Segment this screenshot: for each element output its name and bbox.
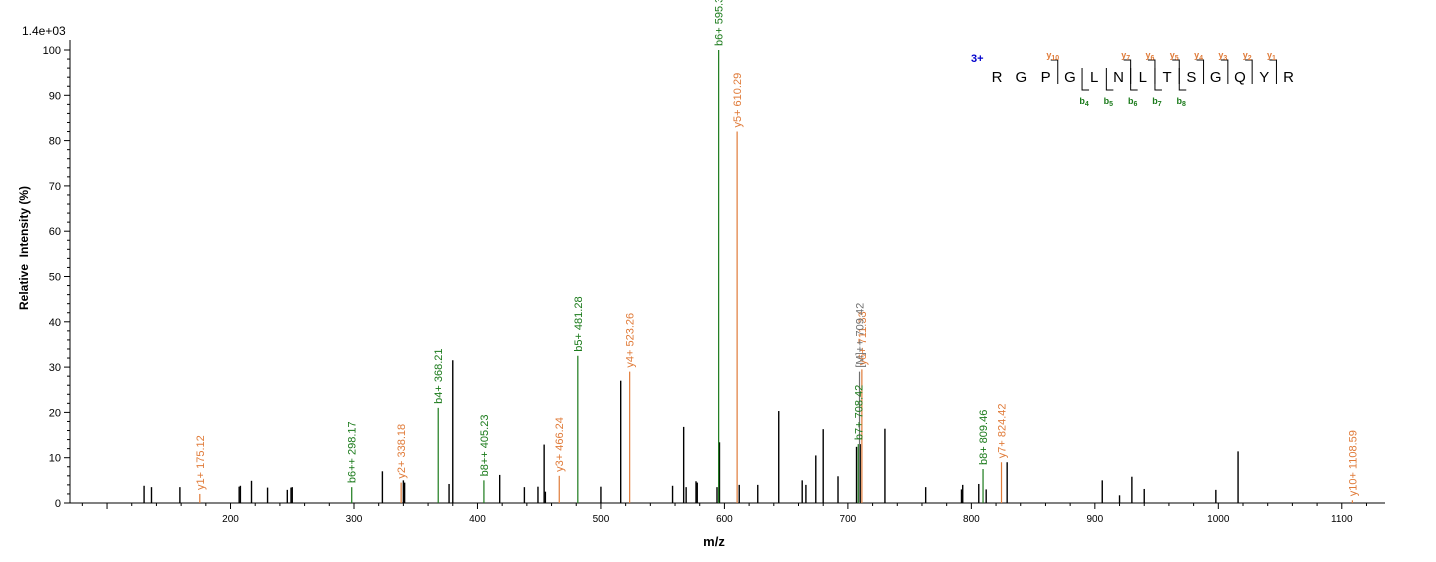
residue: S — [1186, 69, 1196, 86]
peak-label-y7-824-42: y7+ 824.42 — [997, 403, 1009, 458]
y-tick-label: 70 — [49, 181, 61, 193]
x-tick-label: 500 — [593, 514, 610, 525]
y-ion-label: y3 — [1218, 50, 1227, 62]
peak-labels: b6++ 298.17 b4+ 368.21 b8++ 405.23 b5+ 481.… — [195, 0, 1360, 496]
peak-label-b6-595-33: b6+ 595.33 — [714, 0, 726, 46]
residue: N — [1113, 69, 1124, 86]
x-tick-label: 1100 — [1331, 514, 1353, 525]
peak-label-y10-1108-59: y10+ 1108.59 — [1347, 430, 1359, 496]
y-ion-cleavage-mark — [1245, 59, 1253, 84]
peak-label-y6-711-33: y6+ 711.33 — [857, 311, 869, 365]
max-intensity-label: 1.4e+03 — [22, 24, 66, 38]
y-tick-label: 50 — [49, 272, 61, 284]
y-ion-label: y7 — [1121, 50, 1130, 62]
peak-label-b8-405-23: b8++ 405.23 — [479, 415, 491, 477]
b-ion-cleavage-mark — [1081, 68, 1090, 91]
b-ion-label: b8 — [1177, 96, 1187, 108]
b-ion-cleavage-mark — [1130, 68, 1138, 91]
b-ion-cleavage-mark — [1178, 68, 1187, 91]
y-ion-cleavage-mark — [1269, 59, 1277, 84]
residue: L — [1090, 69, 1098, 86]
y-ion-label: y6 — [1145, 50, 1154, 62]
y-tick-label: 0 — [55, 498, 61, 510]
residue: P — [1041, 69, 1051, 86]
y-tick-label: 20 — [49, 407, 61, 419]
residue: R — [1283, 69, 1294, 86]
y-ion-label: y1 — [1267, 50, 1276, 62]
peak-label-y2-338-18: y2+ 338.18 — [396, 424, 408, 479]
peak-label-y3-466-24: y3+ 466.24 — [554, 417, 566, 472]
peak-label-y4-523-26: y4+ 523.26 — [625, 313, 637, 368]
y-ion-label: y5 — [1170, 50, 1179, 62]
y-tick-label: 30 — [49, 362, 61, 374]
y-axis-label: Relative Intensity (%) — [17, 186, 31, 310]
x-tick-label: 400 — [469, 514, 486, 525]
residue: G — [1210, 69, 1222, 86]
y-ion-label: y2 — [1243, 50, 1252, 62]
b-ion-label: b4 — [1079, 96, 1089, 108]
x-tick-label: 600 — [716, 514, 733, 525]
b-ion-label: b5 — [1104, 96, 1114, 108]
x-tick-label: 200 — [222, 514, 239, 525]
b-ion-label: b7 — [1152, 96, 1162, 108]
residue: G — [1064, 69, 1076, 86]
peak-label-b4-368-21: b4+ 368.21 — [433, 348, 445, 403]
charge-state: 3+ — [971, 53, 984, 65]
y-ion-label: y10 — [1046, 50, 1059, 62]
residue: L — [1139, 69, 1147, 86]
b-ion-cleavage-mark — [1154, 68, 1162, 91]
residue: Q — [1234, 69, 1246, 86]
y-ion-cleavage-mark — [1147, 59, 1156, 84]
peak-label-b6-298-17: b6++ 298.17 — [347, 421, 359, 483]
residue: T — [1163, 69, 1172, 86]
residue: Y — [1259, 69, 1269, 86]
y-tick-label: 40 — [49, 317, 61, 329]
x-tick-label: 300 — [346, 514, 363, 525]
peaks — [143, 50, 1353, 503]
peak-label-y5-610-29: y5+ 610.29 — [732, 73, 744, 128]
peak-label-y1-175-12: y1+ 175.12 — [195, 435, 207, 490]
y-ion-label: y4 — [1194, 50, 1203, 62]
x-tick-label: 900 — [1086, 514, 1103, 525]
y-ion-cleavage-mark — [1172, 59, 1180, 84]
y-ion-cleavage-mark — [1196, 59, 1205, 84]
peak-label-b5-481-28: b5+ 481.28 — [573, 296, 585, 351]
y-tick-label: 10 — [49, 453, 61, 465]
y-ion-cleavage-mark — [1050, 59, 1059, 84]
y-tick-label: 100 — [43, 45, 61, 57]
x-tick-label: 1000 — [1207, 514, 1230, 525]
b-ion-cleavage-mark — [1105, 68, 1114, 91]
peak-label-m-709-42: [M]++ 709.42 — [855, 303, 867, 368]
y-tick-label: 60 — [49, 226, 61, 238]
y-ion-cleavage-mark — [1123, 59, 1132, 84]
y-tick-label: 90 — [49, 90, 61, 102]
y-ion-cleavage-mark — [1220, 59, 1229, 84]
residue: R — [992, 69, 1003, 86]
b-ion-label: b6 — [1128, 96, 1138, 108]
x-axis-label: m/z — [703, 534, 725, 549]
axes: 200 300 400 500 600 700 800 900 1000 1100 0 10 20 30 4… — [43, 40, 1385, 525]
residue: G — [1015, 69, 1027, 86]
x-tick-label: 800 — [963, 514, 980, 525]
peak-label-b7-708-42: b7+ 708.42 — [853, 385, 865, 440]
x-tick-label: 700 — [840, 514, 857, 525]
peak-label-b8-809-46: b8+ 809.46 — [978, 410, 990, 465]
y-tick-label: 80 — [49, 136, 61, 148]
